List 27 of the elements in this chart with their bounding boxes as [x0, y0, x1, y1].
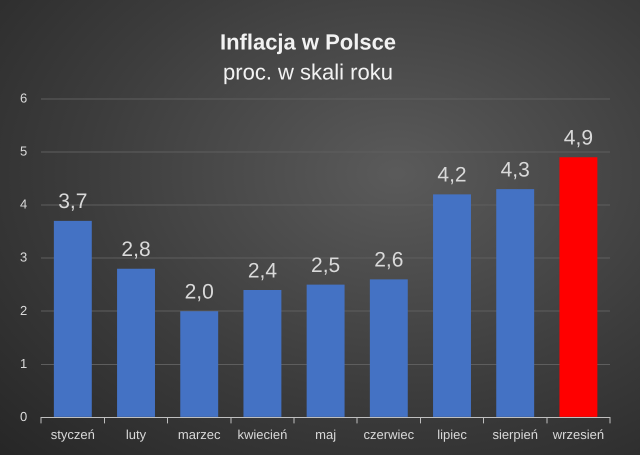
y-tick-label: 4 — [20, 196, 28, 212]
chart-title: Inflacja w Polsce — [220, 29, 396, 54]
y-tick-label: 0 — [20, 408, 28, 424]
data-label: 4,9 — [564, 126, 594, 150]
y-tick-label: 2 — [20, 302, 28, 318]
data-label: 4,2 — [437, 164, 467, 187]
y-tick-label: 5 — [20, 143, 28, 158]
data-label: 2,8 — [121, 238, 151, 262]
data-label: 4,3 — [500, 158, 530, 182]
data-label: 2,0 — [184, 280, 214, 304]
y-tick-label: 1 — [20, 356, 28, 371]
x-tick-label: marzec — [178, 426, 222, 442]
y-tick-label: 3 — [20, 250, 28, 265]
x-tick-label: maj — [315, 426, 336, 442]
x-tick-label: kwiecień — [237, 426, 288, 442]
data-label: 2,6 — [374, 248, 404, 272]
x-tick-label: czerwiec — [364, 426, 415, 442]
data-label: 2,5 — [311, 254, 340, 277]
x-tick-label: luty — [126, 426, 147, 442]
x-tick-label: wrzesień — [552, 426, 604, 442]
chart-subtitle: proc. w skali roku — [223, 60, 393, 85]
x-tick-label: styczeń — [50, 426, 95, 442]
x-tick-label: sierpień — [492, 426, 538, 442]
x-tick-label: lipiec — [437, 426, 468, 442]
y-tick-label: 6 — [20, 90, 28, 106]
data-label: 3,7 — [58, 190, 88, 214]
data-label: 2,4 — [248, 259, 278, 282]
